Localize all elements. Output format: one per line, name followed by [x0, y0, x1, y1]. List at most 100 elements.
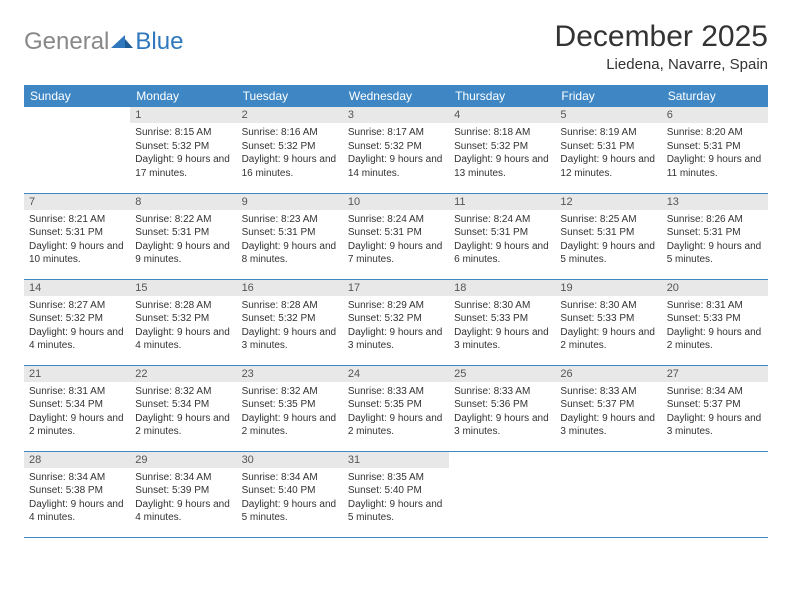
sunrise-line: Sunrise: 8:30 AM [454, 299, 550, 313]
calendar-day-cell: 28Sunrise: 8:34 AMSunset: 5:38 PMDayligh… [24, 451, 130, 537]
day-number: 28 [24, 452, 130, 468]
sunrise-line: Sunrise: 8:32 AM [242, 385, 338, 399]
sunset-line: Sunset: 5:33 PM [667, 312, 763, 326]
day-body: Sunrise: 8:25 AMSunset: 5:31 PMDaylight:… [555, 210, 661, 270]
weekday-header: Monday [130, 85, 236, 107]
sunrise-line: Sunrise: 8:16 AM [242, 126, 338, 140]
calendar-day-cell: 20Sunrise: 8:31 AMSunset: 5:33 PMDayligh… [662, 279, 768, 365]
sunset-line: Sunset: 5:31 PM [667, 226, 763, 240]
day-number: 11 [449, 194, 555, 210]
weekday-header: Saturday [662, 85, 768, 107]
daylight-line: Daylight: 9 hours and 2 minutes. [135, 412, 231, 439]
sunrise-line: Sunrise: 8:25 AM [560, 213, 656, 227]
title-block: December 2025 Liedena, Navarre, Spain [555, 20, 768, 73]
day-body: Sunrise: 8:33 AMSunset: 5:37 PMDaylight:… [555, 382, 661, 442]
day-number: 21 [24, 366, 130, 382]
sunset-line: Sunset: 5:31 PM [135, 226, 231, 240]
calendar-day-cell: 23Sunrise: 8:32 AMSunset: 5:35 PMDayligh… [237, 365, 343, 451]
day-body: Sunrise: 8:34 AMSunset: 5:39 PMDaylight:… [130, 468, 236, 528]
sunrise-line: Sunrise: 8:34 AM [135, 471, 231, 485]
calendar-day-cell: 25Sunrise: 8:33 AMSunset: 5:36 PMDayligh… [449, 365, 555, 451]
sunrise-line: Sunrise: 8:34 AM [242, 471, 338, 485]
sunrise-line: Sunrise: 8:34 AM [667, 385, 763, 399]
calendar-header-row: Sunday Monday Tuesday Wednesday Thursday… [24, 85, 768, 107]
sunset-line: Sunset: 5:31 PM [29, 226, 125, 240]
daylight-line: Daylight: 9 hours and 9 minutes. [135, 240, 231, 267]
day-body: Sunrise: 8:33 AMSunset: 5:36 PMDaylight:… [449, 382, 555, 442]
sunrise-line: Sunrise: 8:33 AM [348, 385, 444, 399]
sunset-line: Sunset: 5:31 PM [560, 226, 656, 240]
sunset-line: Sunset: 5:34 PM [135, 398, 231, 412]
sunset-line: Sunset: 5:32 PM [348, 312, 444, 326]
calendar-week-row: 21Sunrise: 8:31 AMSunset: 5:34 PMDayligh… [24, 365, 768, 451]
day-number: 22 [130, 366, 236, 382]
calendar-day-cell: 17Sunrise: 8:29 AMSunset: 5:32 PMDayligh… [343, 279, 449, 365]
sunrise-line: Sunrise: 8:29 AM [348, 299, 444, 313]
daylight-line: Daylight: 9 hours and 8 minutes. [242, 240, 338, 267]
daylight-line: Daylight: 9 hours and 12 minutes. [560, 153, 656, 180]
day-number: 9 [237, 194, 343, 210]
sunrise-line: Sunrise: 8:28 AM [135, 299, 231, 313]
calendar-week-row: 14Sunrise: 8:27 AMSunset: 5:32 PMDayligh… [24, 279, 768, 365]
daylight-line: Daylight: 9 hours and 7 minutes. [348, 240, 444, 267]
daylight-line: Daylight: 9 hours and 14 minutes. [348, 153, 444, 180]
day-number: 4 [449, 107, 555, 123]
daylight-line: Daylight: 9 hours and 6 minutes. [454, 240, 550, 267]
calendar-day-cell: 27Sunrise: 8:34 AMSunset: 5:37 PMDayligh… [662, 365, 768, 451]
sunset-line: Sunset: 5:40 PM [348, 484, 444, 498]
daylight-line: Daylight: 9 hours and 4 minutes. [135, 498, 231, 525]
calendar-day-cell [449, 451, 555, 537]
daylight-line: Daylight: 9 hours and 3 minutes. [454, 326, 550, 353]
sunset-line: Sunset: 5:32 PM [135, 140, 231, 154]
day-body: Sunrise: 8:34 AMSunset: 5:38 PMDaylight:… [24, 468, 130, 528]
sunrise-line: Sunrise: 8:15 AM [135, 126, 231, 140]
calendar-day-cell: 31Sunrise: 8:35 AMSunset: 5:40 PMDayligh… [343, 451, 449, 537]
sunset-line: Sunset: 5:40 PM [242, 484, 338, 498]
calendar-day-cell: 6Sunrise: 8:20 AMSunset: 5:31 PMDaylight… [662, 107, 768, 193]
header: General Blue December 2025 Liedena, Nava… [24, 20, 768, 73]
day-body: Sunrise: 8:19 AMSunset: 5:31 PMDaylight:… [555, 123, 661, 183]
brand-logo: General Blue [24, 28, 183, 56]
day-body: Sunrise: 8:33 AMSunset: 5:35 PMDaylight:… [343, 382, 449, 442]
calendar-day-cell: 11Sunrise: 8:24 AMSunset: 5:31 PMDayligh… [449, 193, 555, 279]
day-body: Sunrise: 8:34 AMSunset: 5:37 PMDaylight:… [662, 382, 768, 442]
day-body: Sunrise: 8:23 AMSunset: 5:31 PMDaylight:… [237, 210, 343, 270]
day-body: Sunrise: 8:28 AMSunset: 5:32 PMDaylight:… [237, 296, 343, 356]
weekday-header: Sunday [24, 85, 130, 107]
calendar-day-cell: 16Sunrise: 8:28 AMSunset: 5:32 PMDayligh… [237, 279, 343, 365]
weekday-header: Wednesday [343, 85, 449, 107]
calendar-day-cell: 4Sunrise: 8:18 AMSunset: 5:32 PMDaylight… [449, 107, 555, 193]
brand-triangle-icon [111, 33, 133, 51]
day-body: Sunrise: 8:32 AMSunset: 5:34 PMDaylight:… [130, 382, 236, 442]
day-number: 30 [237, 452, 343, 468]
day-number: 12 [555, 194, 661, 210]
sunset-line: Sunset: 5:33 PM [454, 312, 550, 326]
day-number: 31 [343, 452, 449, 468]
calendar-day-cell: 2 Sunrise: 8:16 AMSunset: 5:32 PMDaylight… [237, 107, 343, 193]
calendar-day-cell: 19Sunrise: 8:30 AMSunset: 5:33 PMDayligh… [555, 279, 661, 365]
calendar-day-cell: 9Sunrise: 8:23 AMSunset: 5:31 PMDaylight… [237, 193, 343, 279]
day-number: 3 [343, 107, 449, 123]
calendar-day-cell: 3Sunrise: 8:17 AMSunset: 5:32 PMDaylight… [343, 107, 449, 193]
brand-text-gray: General [24, 28, 109, 56]
sunset-line: Sunset: 5:39 PM [135, 484, 231, 498]
daylight-line: Daylight: 9 hours and 16 minutes. [242, 153, 338, 180]
sunset-line: Sunset: 5:32 PM [242, 140, 338, 154]
day-number: 8 [130, 194, 236, 210]
day-number: 24 [343, 366, 449, 382]
sunrise-line: Sunrise: 8:22 AM [135, 213, 231, 227]
day-number: 27 [662, 366, 768, 382]
calendar-week-row: 1Sunrise: 8:15 AMSunset: 5:32 PMDaylight… [24, 107, 768, 193]
day-body: Sunrise: 8:15 AMSunset: 5:32 PMDaylight:… [130, 123, 236, 183]
day-number: 6 [662, 107, 768, 123]
day-body: Sunrise: 8:31 AMSunset: 5:34 PMDaylight:… [24, 382, 130, 442]
day-number: 29 [130, 452, 236, 468]
sunset-line: Sunset: 5:32 PM [348, 140, 444, 154]
sunset-line: Sunset: 5:32 PM [242, 312, 338, 326]
day-number: 2 [237, 107, 343, 123]
daylight-line: Daylight: 9 hours and 3 minutes. [667, 412, 763, 439]
day-number: 1 [130, 107, 236, 123]
sunset-line: Sunset: 5:31 PM [242, 226, 338, 240]
day-body: Sunrise: 8:24 AMSunset: 5:31 PMDaylight:… [343, 210, 449, 270]
day-body: Sunrise: 8:17 AMSunset: 5:32 PMDaylight:… [343, 123, 449, 183]
